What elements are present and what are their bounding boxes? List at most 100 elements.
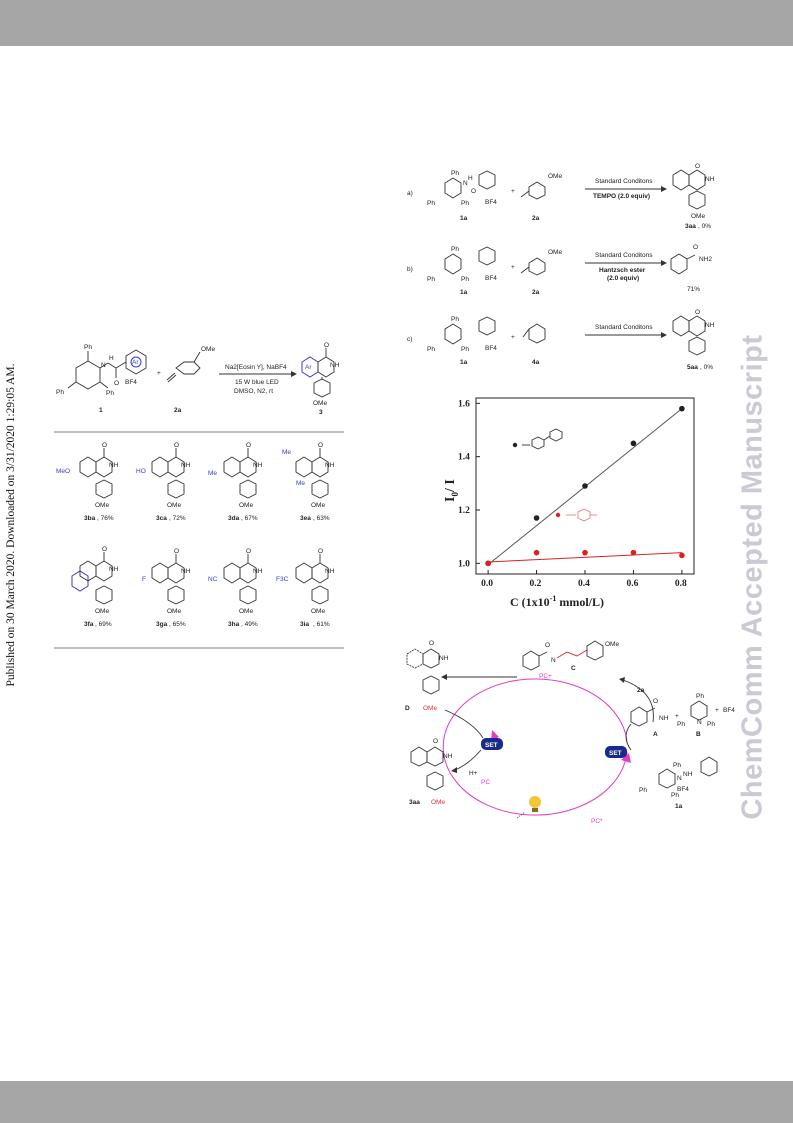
svg-text:1a: 1a [460,215,468,222]
svg-text:+: + [511,188,515,195]
svg-text:F: F [142,576,146,583]
svg-text:BF4: BF4 [485,199,497,206]
svg-text:2a: 2a [532,289,540,296]
svg-text:O: O [545,642,550,649]
x-tick-label: 0.2 [530,579,542,589]
bulb-icon [516,796,541,819]
svg-text:2a: 2a [174,407,182,414]
svg-text:NH: NH [705,322,715,329]
svg-text:NH: NH [253,568,263,575]
svg-text:H: H [468,175,473,182]
intermediate-C: O N OMe C [522,640,619,672]
svg-text:, 61%: , 61% [313,621,330,628]
svg-text:N: N [101,362,106,369]
y-tick-label: 1.0 [458,559,470,569]
svg-text:+: + [511,264,515,271]
product-3ba: O NH MeO OMe 3ba, 76% [56,442,119,522]
svg-text:C: C [571,665,576,672]
svg-text:OMe: OMe [167,502,181,509]
svg-text:71%: 71% [687,286,700,293]
svg-text:SET: SET [609,750,622,757]
svg-text:1a: 1a [460,359,468,366]
legend-entry-1a [512,428,563,450]
svg-text:3ha: 3ha [228,621,240,628]
svg-text:NH: NH [705,176,715,183]
svg-text:O: O [102,442,107,449]
svg-text:Ph: Ph [671,792,679,799]
svg-text:Ph: Ph [673,762,681,769]
y-tick-label: 1.4 [458,453,470,463]
svg-text:3ga: 3ga [156,621,168,628]
data-point-series-0 [533,515,540,521]
scheme-substrate-scope: Ar Ph Ph Ph BF4 N H O 1 + OMe 2a Na2[Eos… [54,342,344,649]
watermark: ChemComm Accepted Manuscript [736,334,769,820]
svg-text:1a: 1a [675,803,683,810]
svg-text:OMe: OMe [311,608,325,615]
fit-line-series-1 [488,552,682,563]
svg-text:Ph: Ph [451,246,459,253]
svg-text:Ph: Ph [451,316,459,323]
svg-text:H+: H+ [469,770,478,777]
svg-text:NH: NH [109,462,119,469]
mechanism-scheme: PC+ PC* PC SET SET H+ O N OMe C 2a O NH … [405,640,735,825]
svg-text:Ph: Ph [427,276,435,283]
svg-text:OMe: OMe [605,641,619,648]
svg-text:Me: Me [208,470,217,477]
svg-text:NH: NH [330,362,340,369]
product-3fa: O NH OMe 3fa, 69% [71,546,119,628]
svg-text:B: B [696,731,701,738]
svg-text:3aa: 3aa [409,799,420,806]
svg-text:(2.0 equiv): (2.0 equiv) [607,275,639,282]
svg-text:Ph: Ph [461,276,469,283]
svg-text:NH: NH [109,566,119,573]
reaction-arrow: Na2[Eosin Y], NaBF4 15 W blue LED DMSO, … [219,364,297,395]
experiment-c: c) Ph Ph Ph BF4 1a + 4a Standard Condito… [407,309,715,371]
svg-text:OMe: OMe [691,213,705,220]
svg-text:OMe: OMe [239,502,253,509]
svg-text:F3C: F3C [276,576,289,583]
product-3ea: O NH Me Me OMe 3ea, 63% [282,442,335,522]
svg-text:OMe: OMe [423,705,437,712]
svg-text:Ph: Ph [451,170,459,177]
svg-text:O: O [695,163,700,170]
svg-text:, 72%: , 72% [169,515,186,522]
svg-text:NH: NH [439,655,449,662]
svg-text:Ar: Ar [305,364,312,371]
data-points [485,405,685,567]
svg-text:H: H [109,355,114,362]
data-point-series-1 [679,552,685,559]
product-3ha: O NH NC OMe 3ha, 49% [208,548,263,628]
svg-text:BF4: BF4 [125,379,137,386]
svg-text:O: O [433,738,438,745]
svg-text:OMe: OMe [311,502,325,509]
svg-text:BF4: BF4 [485,345,497,352]
svg-text:O: O [653,698,658,705]
svg-text:NH: NH [659,715,669,722]
svg-text:Standard Conditons: Standard Conditons [595,324,653,331]
svg-text:N: N [677,775,682,782]
compound-2a: OMe 2a [166,346,215,414]
svg-text:Na2[Eosin Y], NaBF4: Na2[Eosin Y], NaBF4 [225,364,287,371]
svg-text:O: O [695,309,700,316]
svg-text:O: O [102,546,107,553]
svg-text:A: A [653,731,658,738]
svg-text:+: + [511,334,515,341]
svg-text:NH: NH [325,462,335,469]
svg-text:SET: SET [485,742,498,749]
svg-text:Ph: Ph [707,721,715,728]
svg-text:NH: NH [443,753,453,760]
data-point-series-0 [582,483,588,489]
svg-text:OMe: OMe [431,799,445,806]
svg-text:3: 3 [319,409,323,416]
svg-text:NH: NH [325,568,335,575]
svg-text:Ph: Ph [696,693,704,700]
catalytic-cycle [442,678,628,816]
svg-text:D: D [405,705,410,712]
experiment-b: b) Ph Ph Ph BF4 1a + OMe 2a Standard Con… [407,244,712,296]
set-badge-left: SET [481,738,503,750]
svg-text:3ea: 3ea [300,515,311,522]
svg-text:O: O [429,640,434,647]
svg-text:Ph: Ph [427,346,435,353]
intermediate-B: Ph Ph Ph N B [677,693,715,738]
svg-text:4a: 4a [532,359,540,366]
